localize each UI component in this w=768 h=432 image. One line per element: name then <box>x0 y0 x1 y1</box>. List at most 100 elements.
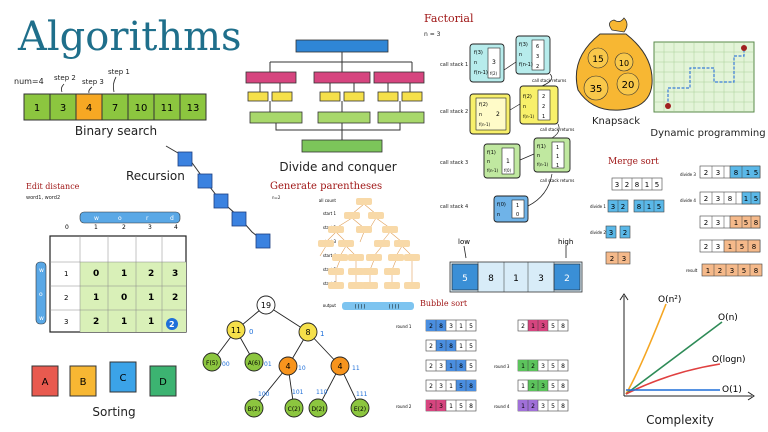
paren-node <box>328 268 344 275</box>
bubble-cell: 5 <box>469 343 473 350</box>
frame-f3-n: n <box>474 60 477 66</box>
ms-divide-label: divide 1 <box>590 204 606 209</box>
tree-node <box>226 320 246 340</box>
edit-distance-word2 <box>79 211 181 224</box>
call-stack-return: call stack returns <box>540 127 574 132</box>
paren-node <box>328 226 344 233</box>
frame-f3-nval: 3 <box>492 59 496 66</box>
tree-code: 111 <box>356 391 368 398</box>
ms-cell: 3 <box>716 243 720 251</box>
ms-cell: 5 <box>744 219 748 227</box>
tree-code: 00 <box>222 361 230 368</box>
gen-paren-tree-edges <box>319 203 413 284</box>
binary-cell <box>23 93 51 121</box>
dc-root-block <box>295 39 389 53</box>
binary-cell-value: 10 <box>135 103 148 114</box>
dc-final-lines <box>275 123 401 140</box>
knapsack-value: 15 <box>592 55 603 65</box>
factorial-label: Factorial <box>424 12 474 25</box>
ed-cell: 1 <box>93 293 99 303</box>
tree-code: 01 <box>264 361 272 368</box>
qs-cell: 8 <box>488 274 494 284</box>
frame-f1r-name: f(1) <box>537 144 546 150</box>
ms-cell: 8 <box>752 243 756 251</box>
paren-node <box>356 198 372 205</box>
binary-cell-target <box>75 93 103 121</box>
ed-cell: 2 <box>172 293 178 303</box>
frame-f3-name: f(3) <box>474 50 483 56</box>
bubble-cell: 1 <box>459 323 463 330</box>
ed-header-num: 2 <box>122 224 126 231</box>
knapsack-item <box>614 52 634 72</box>
ms-cell: 8 <box>728 195 732 203</box>
edit-distance-word1 <box>35 261 47 325</box>
tree-leaf <box>244 398 264 418</box>
bubble-cell: 1 <box>449 383 453 390</box>
tree-leaf <box>202 352 222 372</box>
bubble-dividers <box>435 380 467 391</box>
tree-leaf <box>284 398 304 418</box>
ms-cell: 1 <box>728 243 732 251</box>
bubble-cell: 5 <box>469 363 473 370</box>
ms-right-merge <box>723 239 761 253</box>
complexity-label: Complexity <box>646 413 714 427</box>
paren-node <box>368 212 384 219</box>
ms-cell: 8 <box>754 267 758 275</box>
bubble-cell: 3 <box>439 363 443 370</box>
bubble-cell: 3 <box>541 363 545 370</box>
bubble-cell: 1 <box>449 363 453 370</box>
tree-node-label: 4 <box>285 362 290 371</box>
frame-f2r-values <box>537 89 551 121</box>
dc-block-green <box>317 111 371 124</box>
ms-cell: 2 <box>625 181 629 189</box>
divide-conquer-panel: Divide and conquer <box>245 39 425 174</box>
edit-distance-panel: Edit distance word1, word2 w o r d w o w… <box>26 182 187 333</box>
ed-row-char: w <box>39 315 44 322</box>
ms-cell: 8 <box>635 181 639 189</box>
ed-cell: 0 <box>121 293 127 303</box>
tree-leaf <box>244 352 264 372</box>
complexity-axis-arrows <box>619 293 755 401</box>
bubble-cell: 1 <box>521 363 525 370</box>
sorting-card <box>31 365 59 397</box>
sorting-letter: C <box>120 373 127 384</box>
recursion-panel: Recursion <box>126 145 271 249</box>
frame-f3r-name: f(3) <box>519 42 528 48</box>
ms-cell: 1 <box>706 267 710 275</box>
ms-cell: 1 <box>746 169 750 177</box>
generate-parentheses-panel: Generate parentheses n=2 all count start… <box>270 181 420 310</box>
ms-single <box>605 225 617 239</box>
dc-block-yellow <box>271 91 293 102</box>
bubble-cell: 2 <box>531 363 535 370</box>
recursion-block <box>177 151 193 167</box>
frame-f2-n: n <box>479 112 482 118</box>
curve-label: O(n²) <box>658 295 681 305</box>
ms-cell: 2 <box>704 243 708 251</box>
gen-paren-result: (()) <box>354 304 366 310</box>
ed-col-char: w <box>94 215 99 222</box>
recursion-label: Recursion <box>126 169 185 183</box>
sorting-letter: B <box>80 377 87 388</box>
bubble-cell: 5 <box>551 323 555 330</box>
bubble-round-label: round 3 <box>494 364 510 369</box>
ms-cell: 3 <box>622 255 626 263</box>
dc-sub-lines <box>259 83 411 92</box>
bubble-sort-panel: Bubble sort round 1 2 8 3 1 5 2 3 8 1 5 … <box>396 299 569 412</box>
ms-cell: 2 <box>704 195 708 203</box>
bubble-round-label: round 4 <box>494 404 510 409</box>
bubble-cell: 8 <box>561 383 565 390</box>
bubble-cell: 2 <box>429 343 433 350</box>
gen-paren-level: start 4 <box>323 253 337 258</box>
curve-n-squared <box>625 303 667 395</box>
bubble-cell: 5 <box>551 363 555 370</box>
tree-code: 110 <box>316 389 328 396</box>
bubble-dividers <box>435 400 467 411</box>
bubble-dividers <box>527 380 559 391</box>
ms-cell: 3 <box>716 195 720 203</box>
dp-start-marker <box>665 103 671 109</box>
ms-cell: 1 <box>744 195 748 203</box>
ms-cell: 5 <box>742 267 746 275</box>
binary-cell-value: 13 <box>187 103 200 114</box>
ms-right-dividers <box>711 240 749 252</box>
gen-paren-result: ()() <box>388 304 400 310</box>
